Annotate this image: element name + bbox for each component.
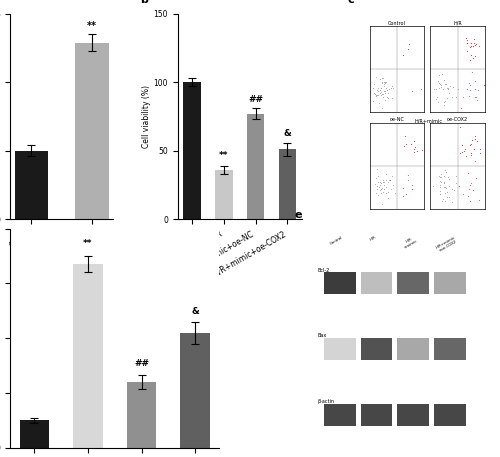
Bar [324,338,356,360]
Bar [76,43,108,219]
Y-axis label: Cell viability (%): Cell viability (%) [142,85,150,148]
Bar [180,333,210,448]
Bar [434,272,466,294]
Text: ##: ## [248,95,263,104]
Bar [324,404,356,426]
Bar [434,404,466,426]
Text: &: & [192,307,199,316]
Text: Control: Control [329,235,344,246]
Bar [215,170,232,219]
Text: **: ** [219,151,228,160]
Bar [324,272,356,294]
Bar [398,338,429,360]
Text: **: ** [83,239,92,248]
Text: c: c [348,0,354,5]
Text: H/R+mimic
+oe-COX2: H/R+mimic +oe-COX2 [434,235,458,254]
Bar [278,149,296,219]
Bar [73,264,102,448]
Text: Bcl-2: Bcl-2 [317,268,330,273]
Bar [184,82,201,219]
Bar [14,151,48,219]
Text: H/R
+mimic: H/R +mimic [401,235,418,250]
Bar [247,114,264,219]
Bar [361,404,392,426]
Text: **: ** [87,21,97,31]
Bar [398,272,429,294]
Text: b: b [140,0,148,5]
Text: Bax: Bax [317,334,326,339]
Bar [434,338,466,360]
Text: ##: ## [134,359,149,368]
Bar [127,382,156,448]
Bar [361,272,392,294]
Text: e: e [294,209,302,219]
Text: &: & [284,129,291,138]
Bar [20,420,49,448]
Text: H/R: H/R [369,235,377,242]
Text: H/R+mimic: H/R+mimic [414,119,442,123]
Bar [361,338,392,360]
Text: β-actin: β-actin [317,399,334,404]
Bar [398,404,429,426]
